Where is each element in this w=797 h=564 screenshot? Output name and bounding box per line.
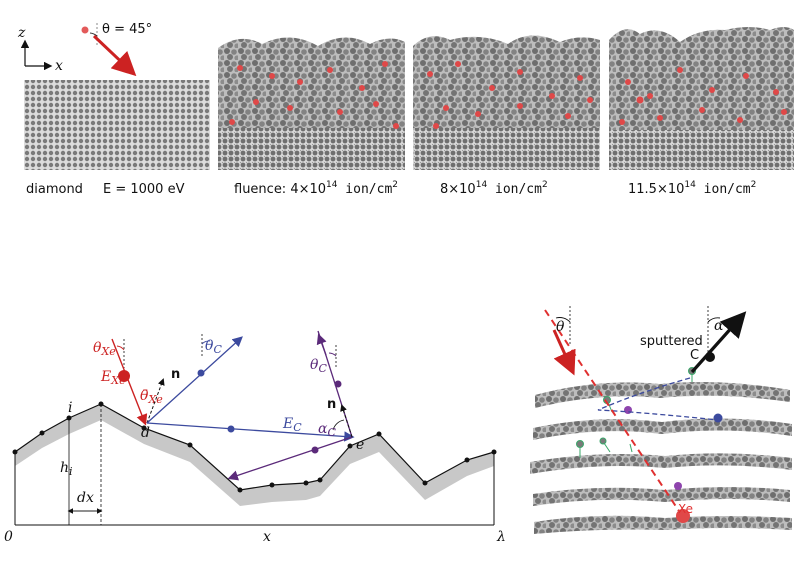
angle-label: θ = 45° [102,22,152,37]
z-axis-label: z [17,25,26,41]
fluence-caption-1: fluence: 4×1014 ion/cm2 [234,180,398,197]
fluence-3-square: 2 [751,180,757,190]
x-label: x [263,529,271,545]
xe-label: Xe [678,502,693,516]
diamond-lattice-image [24,80,210,170]
surface-nodes [12,401,497,493]
theta-xe-symbol: θ [93,340,102,356]
surface-band [15,404,494,506]
theta-label: θ [556,319,565,335]
e-xe-symbol: E [100,369,111,385]
dx-label: dx [77,490,94,506]
fluence-1-exponent: 14 [326,180,338,190]
fluence-1-mantissa: fluence: 4×10 [234,182,326,197]
fluence-2-exponent: 14 [476,180,488,190]
theta-c2-label: θC [310,357,327,375]
normal-n2-label: n [327,397,336,412]
fluence-caption-2: 8×1014 ion/cm2 [440,180,548,197]
e-xe-subscript: Xe [110,374,126,387]
e-c-subscript: C [293,421,302,434]
theta-c1-subscript: C [213,343,222,356]
fluence-2-unit: ion/cm [487,182,542,197]
incoming-xe-ion: θ = 45° [81,22,152,77]
point-e-label: e [356,437,364,453]
theta-bar-xe-label: θ̄Xe [140,388,163,406]
e-c-symbol: E [282,416,293,432]
surface-model-diagram: 0 x λ i hi dx θXe EXe θ̄Xe n d θC EC [4,330,506,545]
fluence-block-3 [609,27,794,170]
theta-c1-symbol: θ [205,338,214,354]
fluence-1-unit: ion/cm [337,182,392,197]
theta-bar-xe-symbol: θ̄ [140,388,149,404]
height-label: hi [60,460,73,478]
theta-xe-subscript: Xe [100,345,116,358]
alpha-c-subscript: C [327,426,336,439]
theta-c1-label: θC [205,338,222,356]
xe-atom-icon [676,509,690,523]
alpha-label: α [714,318,724,334]
energy-caption: E = 1000 eV [103,182,185,197]
e-c-label: EC [282,416,302,434]
theta-c2-subscript: C [318,362,327,375]
alpha-c-label: αC [318,421,336,439]
fluence-3-mantissa: 11.5×10 [628,182,684,197]
theta-bar-xe-subscript: Xe [147,393,163,406]
sputtered-label: sputtered [640,334,703,349]
normal-n-label: n [171,367,180,382]
theta-c2-symbol: θ [310,357,319,373]
node-i-label: i [68,400,72,416]
sputtered-c-atom-icon [705,352,715,362]
height-symbol: h [60,460,69,476]
xe-atom-icon [81,26,89,34]
fluence-3-unit: ion/cm [696,182,751,197]
theta-xe-label: θXe [93,340,116,358]
fluence-2-square: 2 [542,180,548,190]
point-d-label: d [141,425,150,441]
axes-indicator: z x [17,25,63,74]
fluence-3-exponent: 14 [684,180,696,190]
x-axis-label: x [55,58,63,74]
graphene-stack-render: Xe θ α sputtered C [530,306,792,534]
fluence-1-square: 2 [392,180,398,190]
xe-atom-icon [118,370,130,382]
graphene-layers [530,382,792,534]
material-caption: diamond [26,182,83,197]
lambda-label: λ [496,529,506,545]
fluence-block-2 [413,35,600,170]
height-subscript: i [69,465,73,478]
fluence-block-1 [218,37,405,170]
top-panel: z x θ = 45° [17,22,794,197]
origin-label: 0 [4,529,13,545]
alpha-c-symbol: α [318,421,328,437]
fluence-2-mantissa: 8×10 [440,182,476,197]
c-label: C [690,348,699,363]
fluence-caption-3: 11.5×1014 ion/cm2 [628,180,756,197]
e-xe-label: EXe [100,369,126,387]
